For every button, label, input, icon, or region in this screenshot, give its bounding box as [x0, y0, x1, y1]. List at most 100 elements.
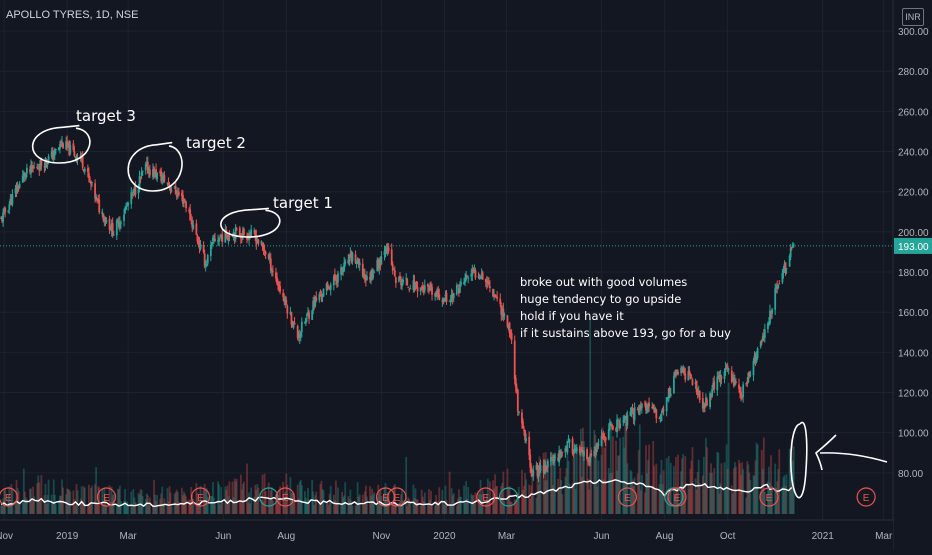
- candle-body: [326, 283, 329, 286]
- candle-body: [637, 408, 640, 414]
- candle-body: [293, 322, 296, 325]
- candle-body: [108, 218, 111, 230]
- candle-body: [509, 332, 512, 335]
- volume-bar: [559, 467, 562, 514]
- volume-bar: [775, 487, 778, 514]
- candle-body: [234, 227, 237, 240]
- volume-bar: [369, 486, 371, 514]
- candle-body: [683, 368, 686, 375]
- volume-bar: [218, 484, 221, 514]
- candle-body: [226, 235, 229, 240]
- volume-bar: [72, 490, 75, 514]
- volume-bar: [552, 484, 554, 514]
- volume-bar: [118, 485, 121, 514]
- volume-bar: [291, 493, 294, 514]
- volume-bar: [582, 427, 584, 514]
- candle-body: [341, 268, 344, 271]
- currency-badge[interactable]: INR: [902, 8, 924, 26]
- volume-bar: [528, 484, 531, 514]
- candle-body: [753, 355, 756, 359]
- volume-bar: [413, 498, 416, 514]
- volume-bar: [293, 498, 296, 514]
- volume-bar: [513, 499, 516, 514]
- volume-bar: [175, 489, 178, 514]
- volume-bar: [574, 488, 577, 514]
- candle-body: [175, 195, 178, 197]
- candle-body: [95, 196, 98, 200]
- candle-body: [472, 269, 475, 273]
- candle-body: [480, 273, 483, 279]
- candle-body: [470, 273, 473, 277]
- volume-bar: [630, 471, 633, 514]
- volume-bar: [484, 504, 487, 514]
- candle-body: [29, 169, 31, 172]
- earnings-marker-label: E: [863, 493, 870, 504]
- earnings-marker-label: E: [766, 493, 773, 504]
- volume-bar: [15, 480, 18, 514]
- candle-body: [694, 382, 697, 384]
- volume-bar: [263, 473, 266, 514]
- candle-body: [675, 370, 677, 376]
- volume-bar: [361, 494, 364, 514]
- volume-bar: [494, 474, 496, 514]
- volume-bar: [665, 458, 668, 514]
- volume-bar: [568, 483, 571, 514]
- volume-bar: [503, 501, 506, 514]
- candle-body: [238, 227, 241, 236]
- candle-body: [431, 286, 433, 295]
- candle-body: [306, 314, 308, 317]
- volume-bar: [76, 490, 79, 514]
- candle-body: [111, 223, 114, 236]
- volume-bar: [733, 462, 736, 514]
- candle-body: [373, 272, 376, 274]
- candle-body: [275, 272, 277, 279]
- volume-bar: [38, 482, 41, 514]
- candle-body: [401, 282, 403, 287]
- candle-body: [205, 264, 208, 266]
- volume-bar: [600, 454, 603, 514]
- candle-body: [333, 274, 336, 280]
- candle-body: [227, 234, 230, 241]
- candle-body: [152, 169, 154, 177]
- volume-bar: [610, 472, 613, 514]
- volume-bar: [421, 496, 424, 514]
- volume-bar: [166, 488, 169, 514]
- volume-bar: [646, 473, 648, 514]
- volume-bar: [18, 503, 21, 514]
- volume-bar: [703, 484, 706, 514]
- volume-bar: [154, 494, 156, 514]
- volume-bar: [730, 485, 733, 514]
- candle-body: [523, 429, 525, 432]
- volume-bar: [405, 456, 408, 514]
- candle-body: [782, 270, 785, 273]
- candle-body: [513, 340, 516, 380]
- candle-body: [734, 381, 737, 384]
- volume-bar: [753, 475, 756, 514]
- volume-bar: [21, 502, 24, 514]
- candle-body: [320, 294, 323, 298]
- volume-bar: [39, 501, 42, 514]
- candle-body: [277, 283, 279, 286]
- candle-body: [67, 142, 70, 146]
- candle-body: [267, 254, 270, 259]
- candle-body: [31, 166, 33, 169]
- volume-bar: [464, 501, 467, 514]
- candle-body: [507, 324, 510, 327]
- volume-bar: [522, 490, 524, 514]
- volume-bar: [691, 447, 694, 514]
- candle-body: [500, 305, 503, 316]
- candle-body: [619, 423, 622, 428]
- volume-bar: [261, 474, 264, 514]
- candle-body: [639, 406, 642, 408]
- earnings-marker-label: E: [482, 493, 489, 504]
- candle-body: [624, 415, 627, 420]
- candle-body: [412, 280, 415, 290]
- candle-body: [220, 236, 223, 239]
- candle-body: [383, 251, 386, 256]
- candle-body: [392, 268, 395, 270]
- volume-bar: [770, 455, 772, 514]
- candle-body: [587, 460, 589, 462]
- volume-bar: [169, 492, 172, 514]
